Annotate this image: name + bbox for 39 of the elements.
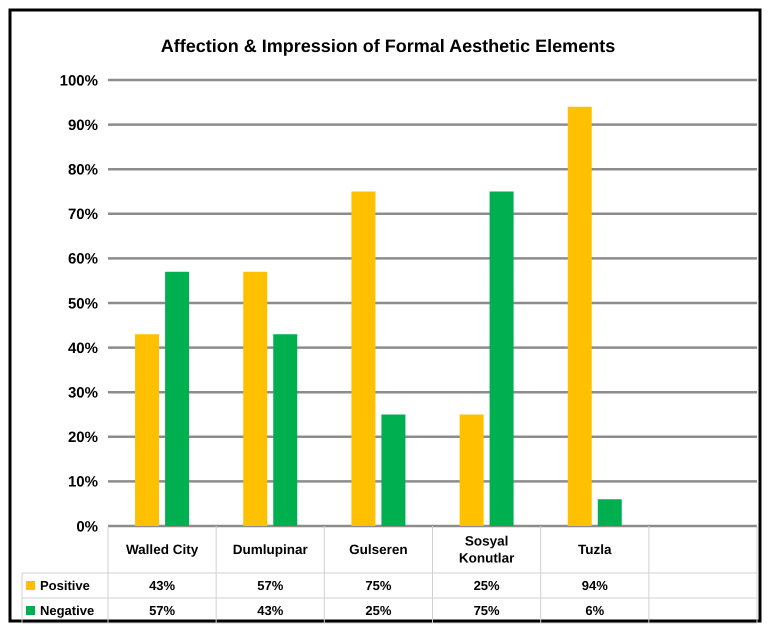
data-label: 25% [365, 603, 392, 618]
y-tick-label: 50% [68, 295, 98, 312]
bar [165, 272, 190, 526]
x-tick-label: Gulseren [349, 542, 408, 558]
bar [460, 414, 484, 526]
data-label: 25% [474, 578, 500, 594]
data-label: 57% [257, 578, 284, 594]
bar [135, 334, 160, 526]
y-tick-label: 90% [68, 116, 98, 134]
bar [243, 272, 268, 526]
bar [568, 106, 592, 526]
y-tick-label: 100% [60, 72, 98, 90]
data-label: 75% [365, 578, 392, 594]
x-tick-label: Tuzla [578, 542, 612, 558]
bar [273, 334, 298, 526]
x-tick-label: Dumlupinar [232, 542, 308, 558]
bar [351, 192, 376, 526]
bar [490, 192, 514, 526]
data-label: 43% [257, 603, 284, 618]
bar [381, 414, 406, 526]
x-tick-label: Walled City [126, 542, 199, 558]
data-label: 43% [149, 578, 176, 594]
data-label: 57% [149, 603, 176, 618]
legend-label: Negative [40, 603, 94, 618]
data-label: 94% [582, 578, 608, 594]
y-tick-label: 30% [68, 384, 98, 402]
y-tick-label: 20% [68, 429, 98, 446]
x-tick-label: Sosyal Konutlar [458, 534, 516, 566]
data-label: 75% [474, 603, 500, 618]
y-tick-label: 40% [68, 340, 98, 357]
data-label: 6% [585, 603, 605, 618]
chart-title: Affection & Impression of Formal Aesthetic Elements [160, 36, 616, 56]
y-tick-label: 0% [76, 518, 98, 536]
y-tick-label: 10% [68, 474, 98, 491]
y-tick-label: 60% [68, 250, 98, 268]
bar [598, 499, 622, 526]
legend-label: Positive [40, 578, 90, 594]
y-tick-label: 70% [68, 206, 98, 224]
y-tick-label: 80% [68, 161, 98, 178]
